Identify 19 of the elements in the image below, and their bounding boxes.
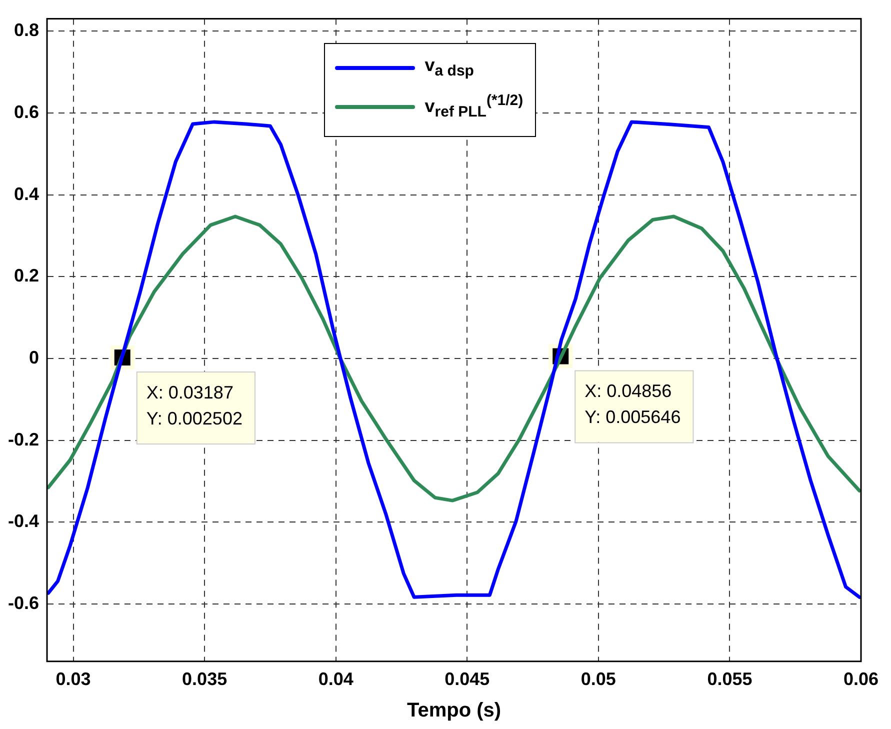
- annotation: X: 0.03187 Y: 0.002502: [146, 382, 242, 428]
- x-tick-label: 0.035: [182, 669, 228, 690]
- x-tick-label: 0.05: [580, 669, 616, 690]
- x-axis-title: Tempo (s): [406, 700, 502, 722]
- y-tick-label: 0.2: [14, 266, 40, 286]
- y-tick-label: 0: [29, 347, 40, 368]
- x-tick-label: 0.055: [707, 669, 752, 690]
- y-tick-label: -0.4: [8, 511, 40, 532]
- y-tick-label: -0.2: [8, 429, 40, 450]
- x-tick-label: 0.04: [318, 669, 354, 690]
- x-tick-label: 0.03: [56, 669, 91, 690]
- y-tick-label: -0.6: [8, 593, 40, 614]
- y-tick-label: 0.4: [14, 184, 40, 204]
- x-tick-label: 0.045: [444, 669, 490, 690]
- y-tick-label: 0.6: [14, 102, 40, 122]
- y-tick-label: 0.8: [14, 20, 40, 40]
- legend-label: v$_{a dsp}$: [424, 54, 474, 82]
- annotation: X: 0.04856 Y: 0.005646: [584, 381, 681, 428]
- x-tick-label: 0.06: [843, 669, 879, 690]
